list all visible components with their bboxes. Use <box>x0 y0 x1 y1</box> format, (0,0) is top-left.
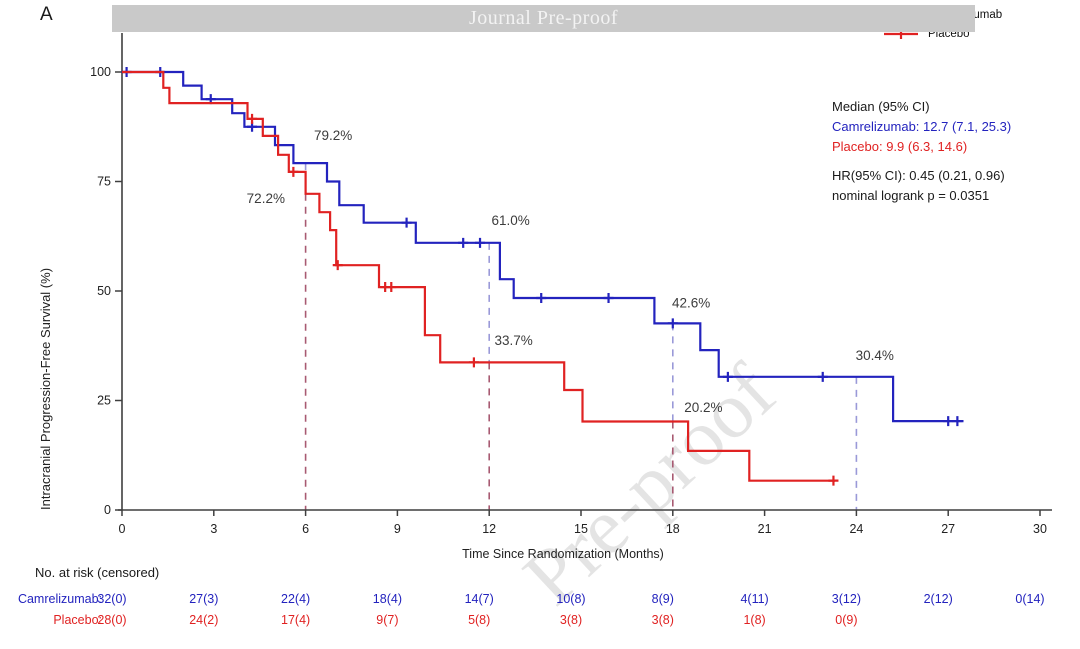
risk-value: 0(9) <box>835 613 858 627</box>
x-tick-label: 24 <box>849 522 863 536</box>
censor-mark-placebo <box>828 475 839 486</box>
risk-value: 3(8) <box>559 613 583 627</box>
censor-mark-camrelizumab <box>667 318 678 329</box>
stats-median-title: Median (95% CI) <box>832 99 930 114</box>
censor-mark-camrelizumab <box>817 371 828 382</box>
censor-mark-camrelizumab <box>458 237 469 248</box>
risk-value: 9(7) <box>376 613 399 627</box>
risk-value: 24(2) <box>189 613 219 627</box>
risk-value: 3(8) <box>651 613 674 627</box>
risk-row-label: Camrelizumab: <box>17 592 102 606</box>
risk-value: 32(0) <box>97 592 127 606</box>
annotation-label: 61.0% <box>491 213 529 228</box>
x-tick-label: 3 <box>210 522 217 536</box>
x-tick-label: 6 <box>302 522 309 536</box>
stats-hazard-ratio: HR(95% CI): 0.45 (0.21, 0.96) <box>832 168 1005 183</box>
censor-mark-placebo <box>332 260 343 271</box>
x-axis-title: Time Since Randomization (Months) <box>462 547 664 561</box>
risk-value: 3(12) <box>831 592 861 606</box>
risk-table-header: No. at risk (censored) <box>35 565 160 580</box>
censor-mark-camrelizumab <box>603 293 614 304</box>
censor-mark-placebo <box>386 282 397 293</box>
risk-value: 0(14) <box>1015 592 1045 606</box>
censor-mark-camrelizumab <box>401 217 412 228</box>
censor-mark-camrelizumab <box>952 416 963 427</box>
risk-value: 17(4) <box>281 613 311 627</box>
censor-mark-placebo <box>247 113 258 124</box>
x-tick-label: 15 <box>574 522 588 536</box>
km-curve-placebo <box>122 70 835 482</box>
stats-block: Median (95% CI) Camrelizumab: 12.7 (7.1,… <box>832 97 1011 206</box>
risk-value: 28(0) <box>97 613 127 627</box>
x-tick-label: 21 <box>758 522 772 536</box>
risk-value: 5(8) <box>468 613 491 627</box>
annotation-label: 20.2% <box>684 400 722 415</box>
risk-value: 10(8) <box>556 592 586 606</box>
risk-value: 18(4) <box>372 592 402 606</box>
x-tick-label: 9 <box>394 522 401 536</box>
risk-value: 4(11) <box>740 592 769 606</box>
journal-preproof-banner: Journal Pre-proof <box>112 5 975 32</box>
censor-mark-camrelizumab <box>475 237 486 248</box>
stats-pvalue: nominal logrank p = 0.0351 <box>832 188 990 203</box>
risk-value: 27(3) <box>189 592 219 606</box>
censor-mark-camrelizumab <box>943 416 954 427</box>
x-tick-label: 12 <box>482 522 496 536</box>
annotation-label: 42.6% <box>672 295 710 310</box>
risk-value: 1(8) <box>743 613 766 627</box>
risk-value: 22(4) <box>281 592 311 606</box>
censor-mark-camrelizumab <box>722 371 733 382</box>
censor-mark-camrelizumab <box>536 293 547 304</box>
panel-label: A <box>40 4 53 25</box>
annotation-label: 79.2% <box>314 128 352 143</box>
km-curve-camrelizumab <box>122 70 964 423</box>
risk-row-camrelizumab: Camrelizumab: 32(0) 27(3) 22(4) 18(4) 14(7) 1… <box>0 592 1080 608</box>
y-tick-label: 25 <box>97 394 111 408</box>
risk-row-label: Placebo: <box>53 613 102 627</box>
y-tick-label: 50 <box>97 284 111 298</box>
censor-mark-placebo <box>468 357 479 368</box>
x-tick-label: 27 <box>941 522 955 536</box>
risk-value: 8(9) <box>651 592 674 606</box>
risk-value: 2(12) <box>923 592 953 606</box>
x-tick-label: 18 <box>666 522 680 536</box>
annotation-label: 72.2% <box>247 191 285 206</box>
risk-row-placebo: Placebo: 28(0) 24(2) 17(4) 9(7) 5(8) 3(8) 3(8)… <box>0 613 1080 629</box>
annotation-label: 33.7% <box>495 333 533 348</box>
risk-value: 14(7) <box>464 592 494 606</box>
banner-title: Journal Pre-proof <box>468 7 619 29</box>
stats-placebo: Placebo: 9.9 (6.3, 14.6) <box>832 139 968 154</box>
stats-camrelizumab: Camrelizumab: 12.7 (7.1, 25.3) <box>832 119 1012 134</box>
censor-mark-placebo <box>288 166 299 177</box>
x-tick-label: 30 <box>1033 522 1047 536</box>
y-tick-label: 75 <box>97 175 111 189</box>
y-tick-label: 100 <box>90 65 111 79</box>
y-tick-label: 0 <box>104 503 111 517</box>
y-axis-title: Intracranial Progression-Free Survival (… <box>38 267 53 510</box>
annotation-label: 30.4% <box>856 348 894 363</box>
x-tick-label: 0 <box>119 522 126 536</box>
